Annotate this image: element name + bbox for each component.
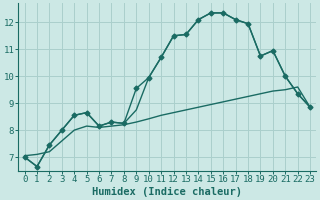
X-axis label: Humidex (Indice chaleur): Humidex (Indice chaleur) (92, 186, 242, 197)
